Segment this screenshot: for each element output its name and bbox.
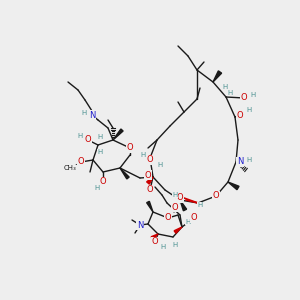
Polygon shape: [151, 234, 158, 239]
Text: CH₃: CH₃: [64, 165, 76, 171]
Text: O: O: [165, 214, 171, 223]
Polygon shape: [113, 129, 123, 140]
Text: O: O: [127, 143, 133, 152]
Text: H: H: [158, 162, 163, 168]
Text: H: H: [246, 107, 252, 113]
Text: O: O: [78, 158, 84, 166]
Text: O: O: [152, 238, 158, 247]
Text: N: N: [137, 220, 143, 230]
Text: H: H: [222, 84, 228, 90]
Text: O: O: [147, 185, 153, 194]
Polygon shape: [228, 182, 239, 190]
Text: H: H: [81, 110, 87, 116]
Text: O: O: [145, 170, 151, 179]
Text: H: H: [172, 242, 178, 248]
Polygon shape: [147, 201, 153, 212]
Polygon shape: [147, 177, 153, 184]
Text: O: O: [213, 191, 219, 200]
Text: H: H: [140, 152, 146, 158]
Text: H: H: [77, 133, 83, 139]
Text: O: O: [100, 178, 106, 187]
Text: O: O: [172, 202, 178, 211]
Text: O: O: [147, 155, 153, 164]
Text: H: H: [98, 134, 103, 140]
Text: O: O: [85, 136, 91, 145]
Text: H: H: [160, 244, 166, 250]
Text: O: O: [237, 110, 243, 119]
Text: H: H: [197, 202, 202, 208]
Polygon shape: [213, 71, 222, 82]
Text: O: O: [241, 94, 247, 103]
Polygon shape: [174, 227, 182, 233]
Polygon shape: [120, 168, 129, 179]
Text: H: H: [98, 149, 103, 155]
Polygon shape: [180, 200, 187, 211]
Text: H: H: [172, 192, 178, 198]
Text: H: H: [246, 157, 252, 163]
Text: N: N: [237, 158, 243, 166]
Text: H: H: [94, 185, 100, 191]
Text: O: O: [177, 194, 183, 202]
Text: H: H: [227, 90, 232, 96]
Text: N: N: [89, 110, 95, 119]
Text: H: H: [250, 92, 256, 98]
Text: H: H: [185, 219, 190, 225]
Text: O: O: [191, 214, 197, 223]
